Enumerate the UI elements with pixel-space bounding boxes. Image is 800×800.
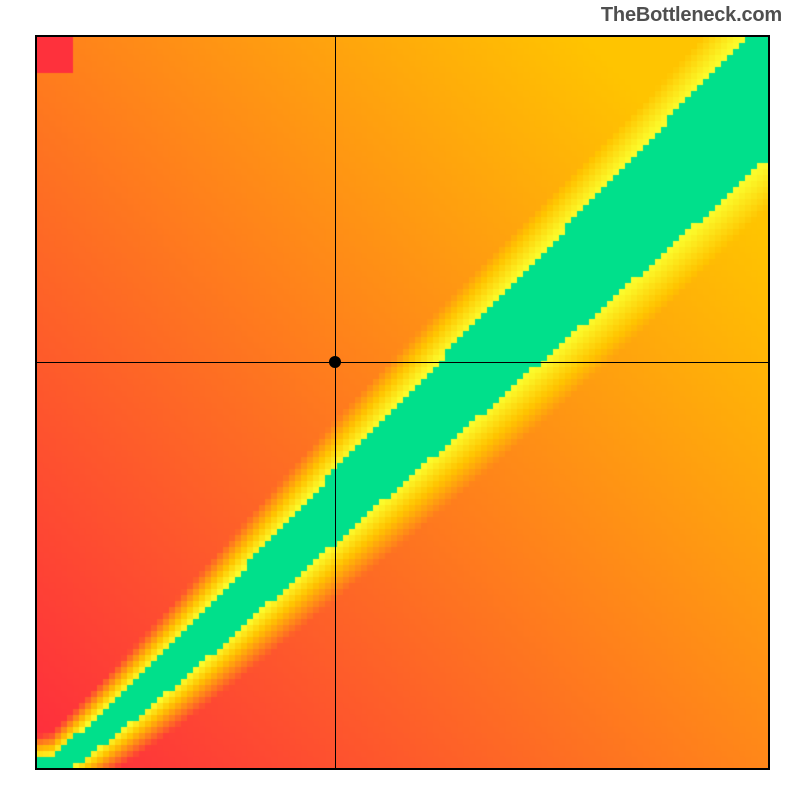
- data-point-marker: [329, 356, 341, 368]
- watermark-text: TheBottleneck.com: [601, 4, 782, 27]
- plot-frame: [35, 35, 770, 770]
- crosshair-horizontal: [37, 362, 768, 363]
- crosshair-vertical: [335, 37, 336, 768]
